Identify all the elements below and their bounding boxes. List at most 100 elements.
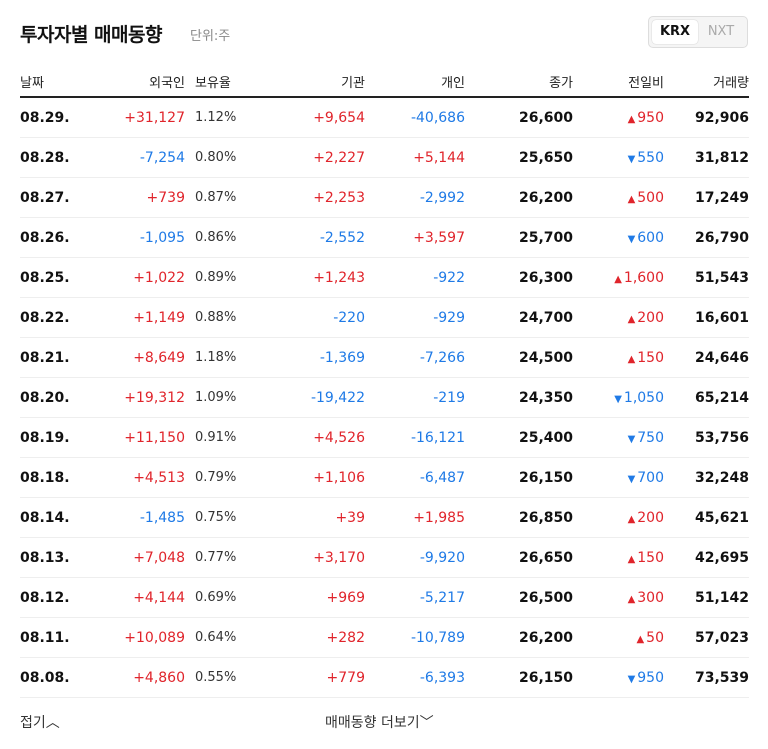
- holding-cell: 0.64%: [185, 617, 255, 658]
- change-cell: ▲ 500: [573, 177, 664, 218]
- change-cell: ▼ 950: [573, 657, 664, 698]
- triangle-down-icon: ▼: [627, 153, 636, 165]
- holding-cell: 0.91%: [185, 417, 255, 458]
- change-value: 500: [637, 189, 664, 206]
- holding-cell: 0.79%: [185, 457, 255, 498]
- change-cell: ▼ 750: [573, 417, 664, 458]
- foreign-cell: +19,312: [85, 377, 185, 418]
- close-cell: 26,500: [465, 577, 573, 618]
- change-cell: ▲ 150: [573, 337, 664, 378]
- individual-cell: -219: [365, 377, 465, 418]
- table-row: 08.26. -1,095 0.86% -2,552 +3,597 25,700 ▼ 600 2…: [20, 217, 749, 258]
- foreign-cell: -1,485: [85, 497, 185, 538]
- holding-cell: 0.87%: [185, 177, 255, 218]
- volume-cell: 17,249: [664, 177, 749, 218]
- col-institution: 기관: [255, 66, 365, 98]
- individual-cell: -6,487: [365, 457, 465, 498]
- foreign-cell: -7,254: [85, 137, 185, 178]
- holding-cell: 0.88%: [185, 297, 255, 338]
- col-individual: 개인: [365, 66, 465, 98]
- individual-cell: -9,920: [365, 537, 465, 578]
- close-cell: 24,350: [465, 377, 573, 418]
- holding-cell: 0.69%: [185, 577, 255, 618]
- table-row: 08.29. +31,127 1.12% +9,654 -40,686 26,600 ▲ 95…: [20, 97, 749, 138]
- individual-cell: -922: [365, 257, 465, 298]
- change-cell: ▲ 50: [573, 617, 664, 658]
- unit-label: 단위:주: [190, 29, 231, 44]
- volume-cell: 92,906: [664, 97, 749, 138]
- volume-cell: 51,543: [664, 257, 749, 298]
- change-value: 1,050: [623, 389, 664, 406]
- triangle-down-icon: ▼: [627, 233, 636, 245]
- triangle-down-icon: ▼: [627, 473, 636, 485]
- date-cell: 08.29.: [20, 97, 85, 138]
- date-cell: 08.18.: [20, 457, 85, 498]
- change-cell: ▼ 600: [573, 217, 664, 258]
- institution-cell: +2,227: [255, 137, 365, 178]
- volume-cell: 32,248: [664, 457, 749, 498]
- table-row: 08.25. +1,022 0.89% +1,243 -922 26,300 ▲ 1,600 5…: [20, 257, 749, 298]
- volume-cell: 31,812: [664, 137, 749, 178]
- change-cell: ▲ 1,600: [573, 257, 664, 298]
- holding-cell: 0.89%: [185, 257, 255, 298]
- tab-nxt[interactable]: NXT: [707, 24, 735, 39]
- holding-cell: 0.86%: [185, 217, 255, 258]
- date-cell: 08.19.: [20, 417, 85, 458]
- date-cell: 08.27.: [20, 177, 85, 218]
- institution-cell: -220: [255, 297, 365, 338]
- date-cell: 08.20.: [20, 377, 85, 418]
- table-row: 08.21. +8,649 1.18% -1,369 -7,266 24,500 ▲ 150 2…: [20, 337, 749, 378]
- close-cell: 26,200: [465, 617, 573, 658]
- close-cell: 25,650: [465, 137, 573, 178]
- institution-cell: +969: [255, 577, 365, 618]
- date-cell: 08.13.: [20, 537, 85, 578]
- change-value: 150: [637, 349, 664, 366]
- individual-cell: +1,985: [365, 497, 465, 538]
- table-row: 08.22. +1,149 0.88% -220 -929 24,700 ▲ 200 16,60…: [20, 297, 749, 338]
- col-volume: 거래량: [664, 66, 749, 98]
- change-value: 200: [637, 309, 664, 326]
- foreign-cell: +739: [85, 177, 185, 218]
- close-cell: 26,150: [465, 457, 573, 498]
- more-trends-link[interactable]: 매매동향 더보기﹀: [325, 712, 434, 732]
- table-row: 08.08. +4,860 0.55% +779 -6,393 26,150 ▼ 950 73,…: [20, 657, 749, 698]
- institution-cell: +4,526: [255, 417, 365, 458]
- fold-label: 접기: [20, 715, 46, 731]
- volume-cell: 24,646: [664, 337, 749, 378]
- trend-table: 날짜 외국인 보유율 기관 개인 종가 전일비 거래량 08.29. +31,12…: [20, 66, 749, 698]
- individual-cell: +3,597: [365, 217, 465, 258]
- triangle-down-icon: ▼: [627, 433, 636, 445]
- holding-cell: 0.55%: [185, 657, 255, 698]
- volume-cell: 26,790: [664, 217, 749, 258]
- change-value: 550: [637, 149, 664, 166]
- date-cell: 08.22.: [20, 297, 85, 338]
- change-cell: ▲ 200: [573, 297, 664, 338]
- close-cell: 24,500: [465, 337, 573, 378]
- volume-cell: 73,539: [664, 657, 749, 698]
- individual-cell: -5,217: [365, 577, 465, 618]
- foreign-cell: +11,150: [85, 417, 185, 458]
- close-cell: 26,200: [465, 177, 573, 218]
- volume-cell: 51,142: [664, 577, 749, 618]
- col-close: 종가: [465, 66, 573, 98]
- fold-button[interactable]: 접기︿: [20, 712, 60, 732]
- date-cell: 08.11.: [20, 617, 85, 658]
- individual-cell: -16,121: [365, 417, 465, 458]
- triangle-up-icon: ▲: [636, 633, 645, 645]
- institution-cell: -2,552: [255, 217, 365, 258]
- holding-cell: 0.80%: [185, 137, 255, 178]
- change-value: 300: [637, 589, 664, 606]
- foreign-cell: +10,089: [85, 617, 185, 658]
- institution-cell: +779: [255, 657, 365, 698]
- table-row: 08.13. +7,048 0.77% +3,170 -9,920 26,650 ▲ 150 4…: [20, 537, 749, 578]
- tab-krx[interactable]: KRX: [652, 20, 698, 44]
- holding-cell: 0.75%: [185, 497, 255, 538]
- change-cell: ▲ 150: [573, 537, 664, 578]
- table-row: 08.28. -7,254 0.80% +2,227 +5,144 25,650 ▼ 550 3…: [20, 137, 749, 178]
- volume-cell: 42,695: [664, 537, 749, 578]
- foreign-cell: +8,649: [85, 337, 185, 378]
- foreign-cell: +4,144: [85, 577, 185, 618]
- holding-cell: 0.77%: [185, 537, 255, 578]
- institution-cell: +9,654: [255, 97, 365, 138]
- panel-title: 투자자별 매매동향: [20, 24, 162, 46]
